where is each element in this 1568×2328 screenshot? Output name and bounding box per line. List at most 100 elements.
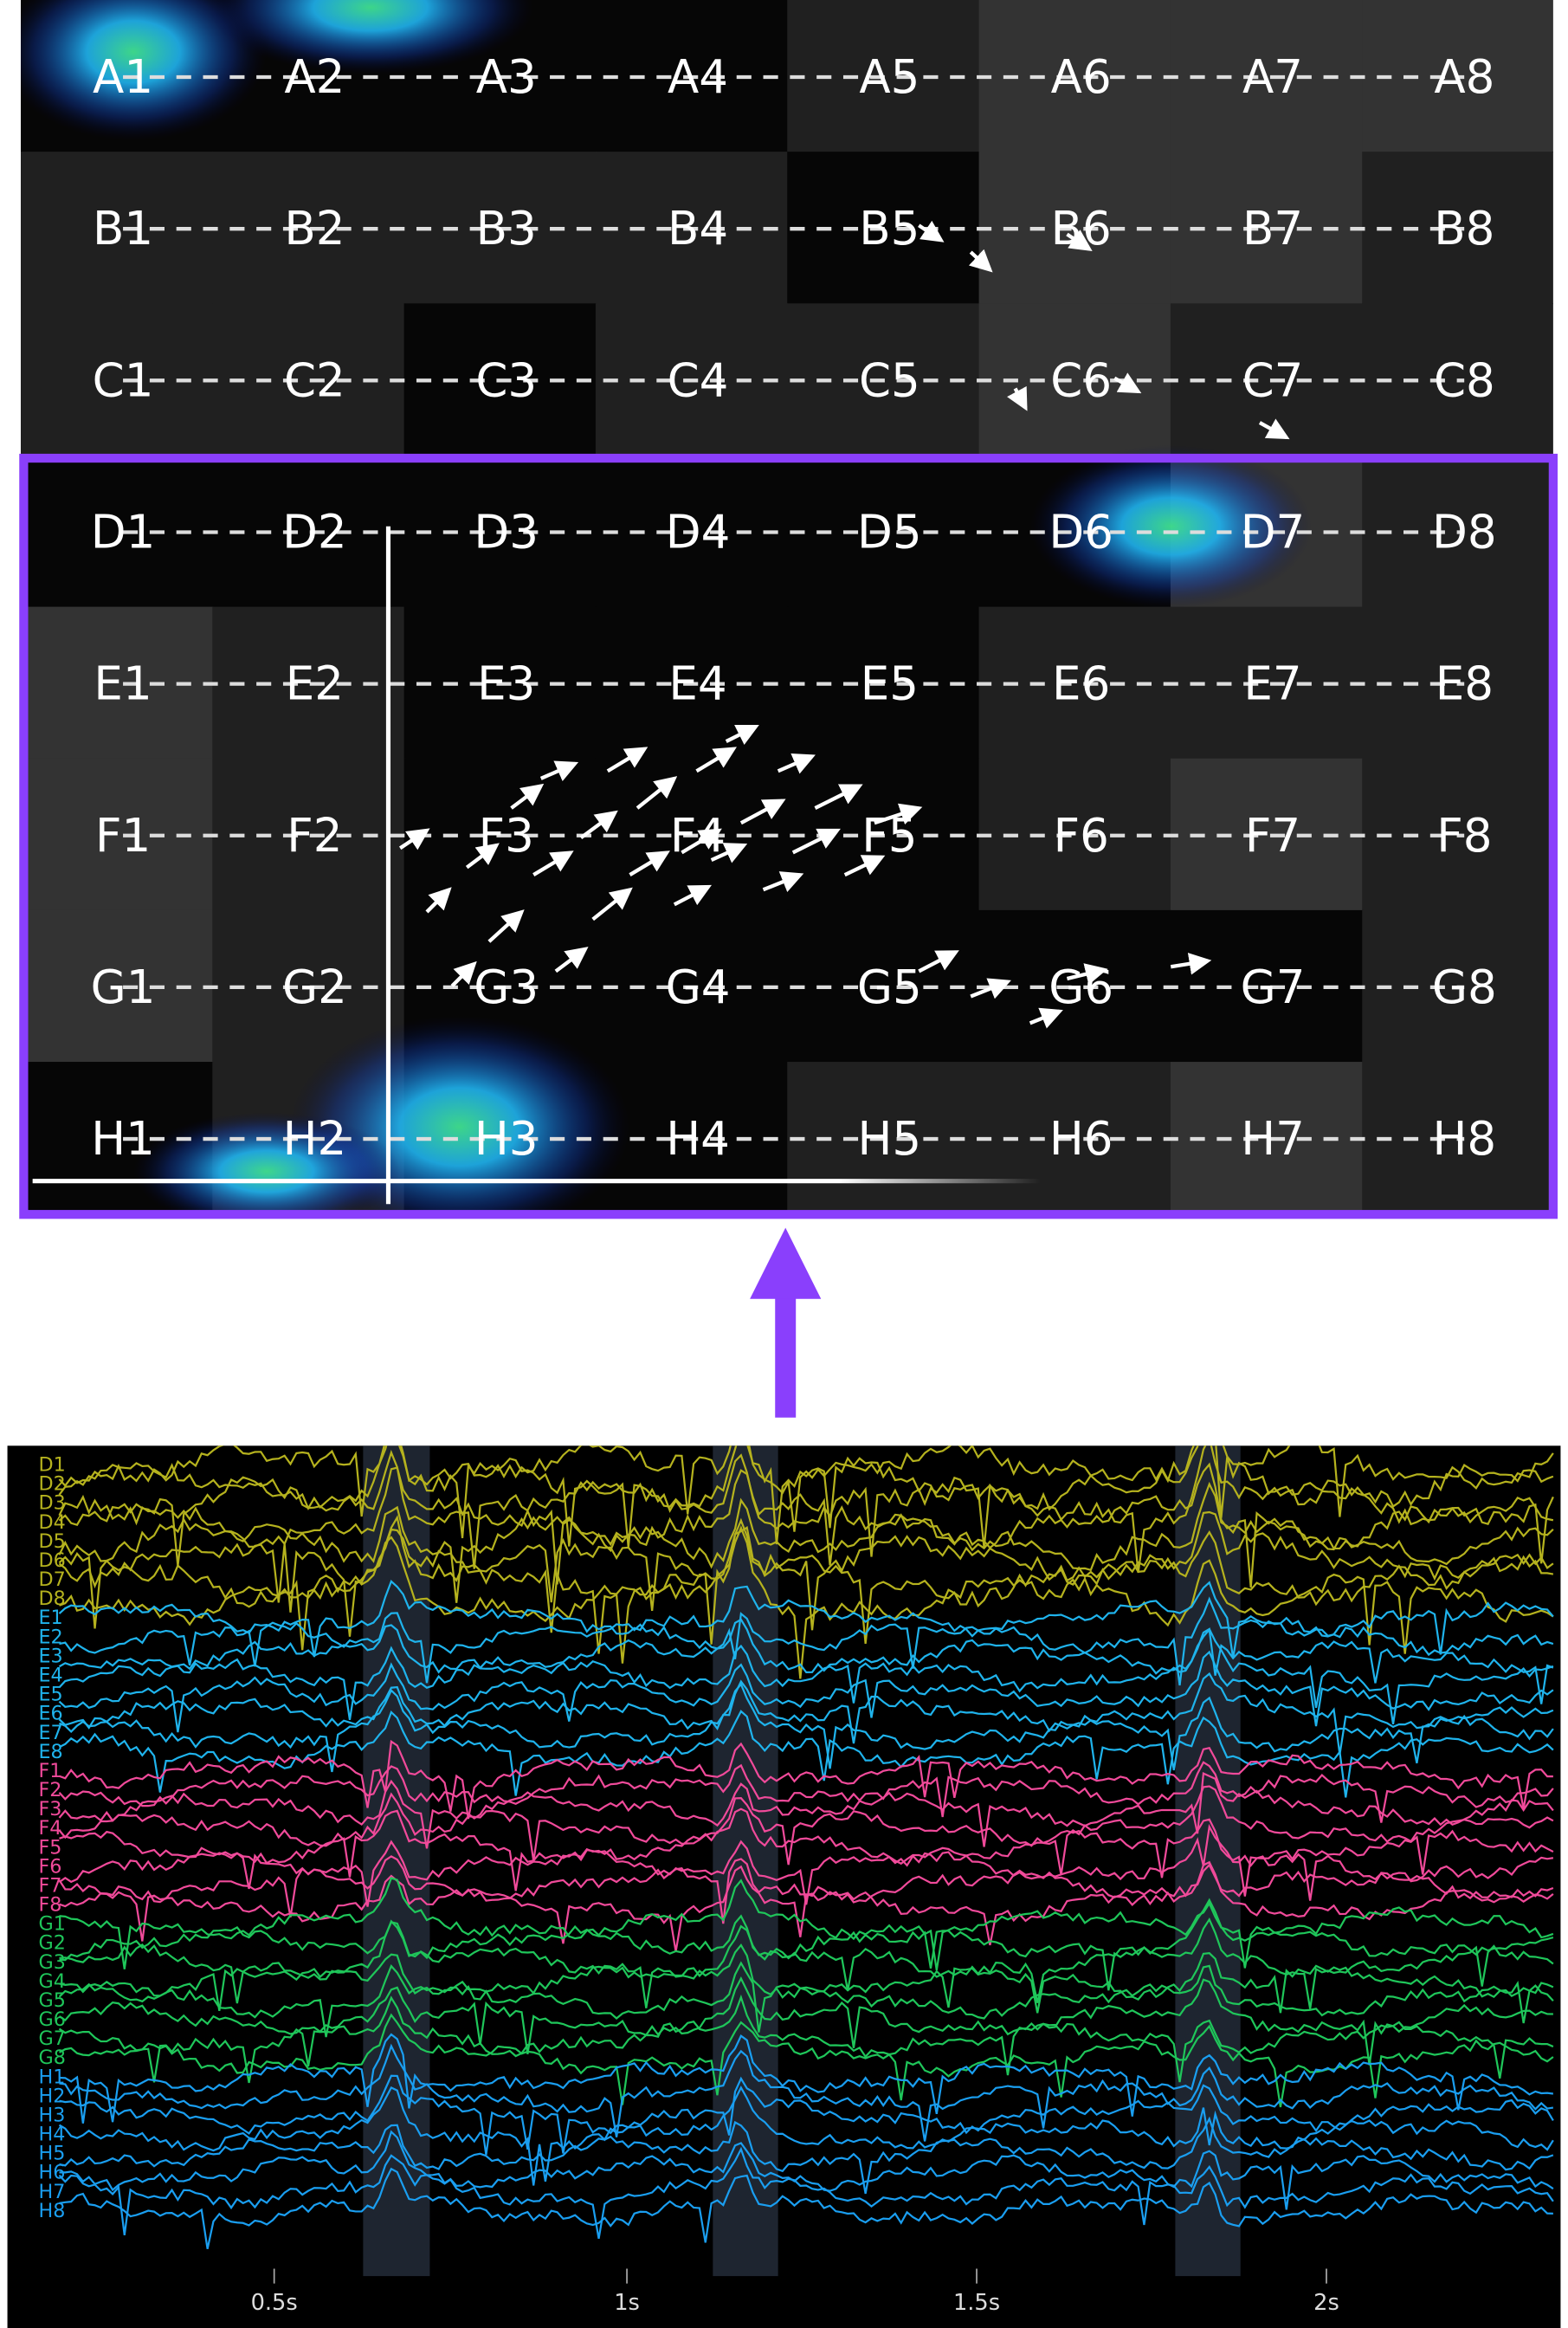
flow-arrow <box>710 843 748 863</box>
channel-label: D4 <box>39 1511 66 1534</box>
electrode-grid: A1 A2 A3 A4 A5 A6 A7 A8 B1 B2 B3 B4 B5 B6 B7 B8 C1 C2 C3 C4… <box>20 0 1553 1213</box>
trace <box>58 1772 1554 1849</box>
channel-label: E6 <box>39 1703 63 1725</box>
flow-arrow <box>1029 1007 1063 1029</box>
flow-arrow <box>532 850 574 876</box>
channel-label: G8 <box>39 2047 66 2069</box>
trace <box>59 2130 1554 2210</box>
electrode-label: G8 <box>1432 960 1497 1014</box>
time-tick-label: 1s <box>614 2290 640 2316</box>
trace <box>58 1618 1554 1704</box>
flow-arrow <box>487 909 525 943</box>
trace <box>59 1943 1554 2014</box>
trace <box>58 1445 1554 1532</box>
flow-arrow <box>1170 953 1212 975</box>
channel-label: F7 <box>39 1874 62 1897</box>
flow-arrow <box>762 871 804 893</box>
electrode-label: G5 <box>857 960 922 1014</box>
electrode-label: H8 <box>1433 1112 1497 1166</box>
flow-arrow <box>606 747 648 773</box>
electrode-label: C4 <box>668 353 729 407</box>
flow-arrow <box>1113 372 1142 394</box>
channel-label: G1 <box>39 1913 66 1936</box>
channel-label: F4 <box>39 1817 62 1840</box>
flow-arrow <box>591 887 633 922</box>
flow-arrow <box>918 220 945 242</box>
channel-label: E3 <box>39 1645 63 1667</box>
trace <box>58 2146 1554 2239</box>
channel-label: F6 <box>39 1855 62 1878</box>
flow-arrow <box>1258 418 1290 440</box>
electrode-label: G7 <box>1241 960 1306 1014</box>
electrode-label: G1 <box>91 960 156 1014</box>
electrode-label: A2 <box>284 50 345 104</box>
channel-label: D1 <box>39 1454 66 1477</box>
channel-label: D5 <box>39 1530 66 1553</box>
time-tick-label: 2s <box>1313 2290 1339 2316</box>
flow-arrow <box>539 760 579 782</box>
electrode-label: H5 <box>858 1112 922 1166</box>
electrode-label: D8 <box>1432 505 1497 559</box>
electrode-label: A4 <box>668 50 728 104</box>
trace <box>59 1860 1554 1952</box>
channel-label: D8 <box>39 1588 66 1610</box>
electrode-label: C6 <box>1050 353 1112 407</box>
electrode-label: C1 <box>93 353 154 407</box>
flow-arrow <box>814 784 863 811</box>
channel-label: G5 <box>39 1989 66 2012</box>
electrode-label: F1 <box>95 809 151 863</box>
electrode-label: H2 <box>283 1112 347 1166</box>
electrode-label: B4 <box>668 202 728 255</box>
channel-label: E4 <box>39 1665 63 1687</box>
flow-arrow <box>673 884 712 907</box>
flow-arrow <box>450 960 477 988</box>
flow-arrow <box>681 828 722 855</box>
flow-arrow <box>695 747 737 773</box>
channel-label: F5 <box>39 1836 62 1859</box>
channel-label: G4 <box>39 1970 66 1993</box>
electrode-label: G4 <box>666 960 731 1014</box>
flow-arrow <box>970 978 1011 999</box>
channel-label: G6 <box>39 2008 66 2031</box>
trace <box>59 2074 1554 2156</box>
channel-label: G3 <box>39 1951 66 1974</box>
electrode-label: H4 <box>666 1112 730 1166</box>
electrode-label: F6 <box>1054 809 1109 863</box>
trace <box>58 1672 1554 1755</box>
trace <box>59 1898 1554 1991</box>
channel-label: D7 <box>39 1568 66 1591</box>
electrode-label: H6 <box>1049 1112 1113 1166</box>
trace <box>58 1510 1554 1637</box>
channel-label: F2 <box>39 1779 62 1801</box>
electrode-label: F8 <box>1436 809 1492 863</box>
trace <box>58 1580 1554 1659</box>
flow-arrow <box>739 799 786 825</box>
electrode-label: E3 <box>477 657 535 711</box>
trace <box>58 1961 1554 2038</box>
flow-arrow <box>1066 963 1108 986</box>
channel-label: F3 <box>39 1798 62 1820</box>
trace <box>58 1650 1554 1733</box>
channel-label: D6 <box>39 1549 66 1572</box>
electrode-label: A3 <box>476 50 537 104</box>
selection-box <box>19 453 1558 1219</box>
electrode-label: C3 <box>475 353 537 407</box>
trace <box>58 1761 1554 1823</box>
flow-arrow <box>465 843 500 870</box>
electrode-label: C8 <box>1434 353 1495 407</box>
electrode-label: A8 <box>1434 50 1494 104</box>
channel-label: H5 <box>39 2143 66 2165</box>
flow-arrow <box>398 828 430 850</box>
activity-blob <box>20 0 268 141</box>
flow-arrow <box>843 855 886 877</box>
channel-label: E2 <box>39 1626 63 1648</box>
flow-arrow <box>874 803 923 825</box>
electrode-label: D7 <box>1241 505 1306 559</box>
channel-label: D2 <box>39 1473 66 1496</box>
electrode-label: E8 <box>1436 657 1494 711</box>
electrode-label: H7 <box>1241 1112 1305 1166</box>
trace <box>59 2167 1553 2249</box>
channel-label: H8 <box>39 2200 66 2222</box>
trace <box>59 1807 1554 1897</box>
